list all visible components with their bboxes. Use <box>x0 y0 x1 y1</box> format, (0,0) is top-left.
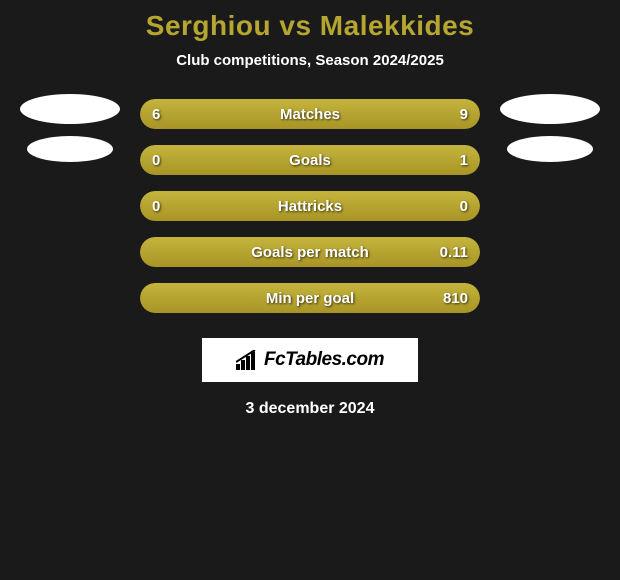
stat-left-value: 6 <box>152 106 160 123</box>
bar-fill-left <box>140 99 276 129</box>
bar-fill-left <box>140 145 208 175</box>
stat-right-value: 0 <box>460 198 468 215</box>
stat-label: Matches <box>280 106 340 123</box>
stat-right-value: 0.11 <box>440 244 468 261</box>
stats-section: 6 Matches 9 0 Goals 1 0 Hattricks 0 Go <box>0 99 620 313</box>
stat-label: Goals per match <box>251 244 369 261</box>
stat-right-value: 1 <box>460 152 468 169</box>
stat-left-value: 0 <box>152 152 160 169</box>
stat-label: Goals <box>289 152 331 169</box>
left-avatar-column <box>20 94 120 162</box>
bar-chart-icon <box>236 350 260 370</box>
date-label: 3 december 2024 <box>246 400 375 418</box>
comparison-subtitle: Club competitions, Season 2024/2025 <box>176 52 444 69</box>
stat-bars: 6 Matches 9 0 Goals 1 0 Hattricks 0 Go <box>140 99 480 313</box>
stat-row-matches: 6 Matches 9 <box>140 99 480 129</box>
stat-right-value: 810 <box>443 290 468 307</box>
stat-right-value: 9 <box>460 106 468 123</box>
stat-row-goals-per-match: Goals per match 0.11 <box>140 237 480 267</box>
stat-row-goals: 0 Goals 1 <box>140 145 480 175</box>
player-avatar-left-1 <box>20 94 120 124</box>
player-avatar-right-1 <box>500 94 600 124</box>
logo-text: FcTables.com <box>264 349 384 371</box>
infographic-container: Serghiou vs Malekkides Club competitions… <box>0 0 620 428</box>
stat-row-hattricks: 0 Hattricks 0 <box>140 191 480 221</box>
stat-left-value: 0 <box>152 198 160 215</box>
comparison-title: Serghiou vs Malekkides <box>146 10 474 42</box>
player-avatar-right-2 <box>507 136 593 162</box>
source-logo: FcTables.com <box>202 338 418 382</box>
stat-row-min-per-goal: Min per goal 810 <box>140 283 480 313</box>
right-avatar-column <box>500 94 600 162</box>
player-avatar-left-2 <box>27 136 113 162</box>
stat-label: Min per goal <box>266 290 354 307</box>
bar-fill-right <box>208 145 480 175</box>
stat-label: Hattricks <box>278 198 342 215</box>
